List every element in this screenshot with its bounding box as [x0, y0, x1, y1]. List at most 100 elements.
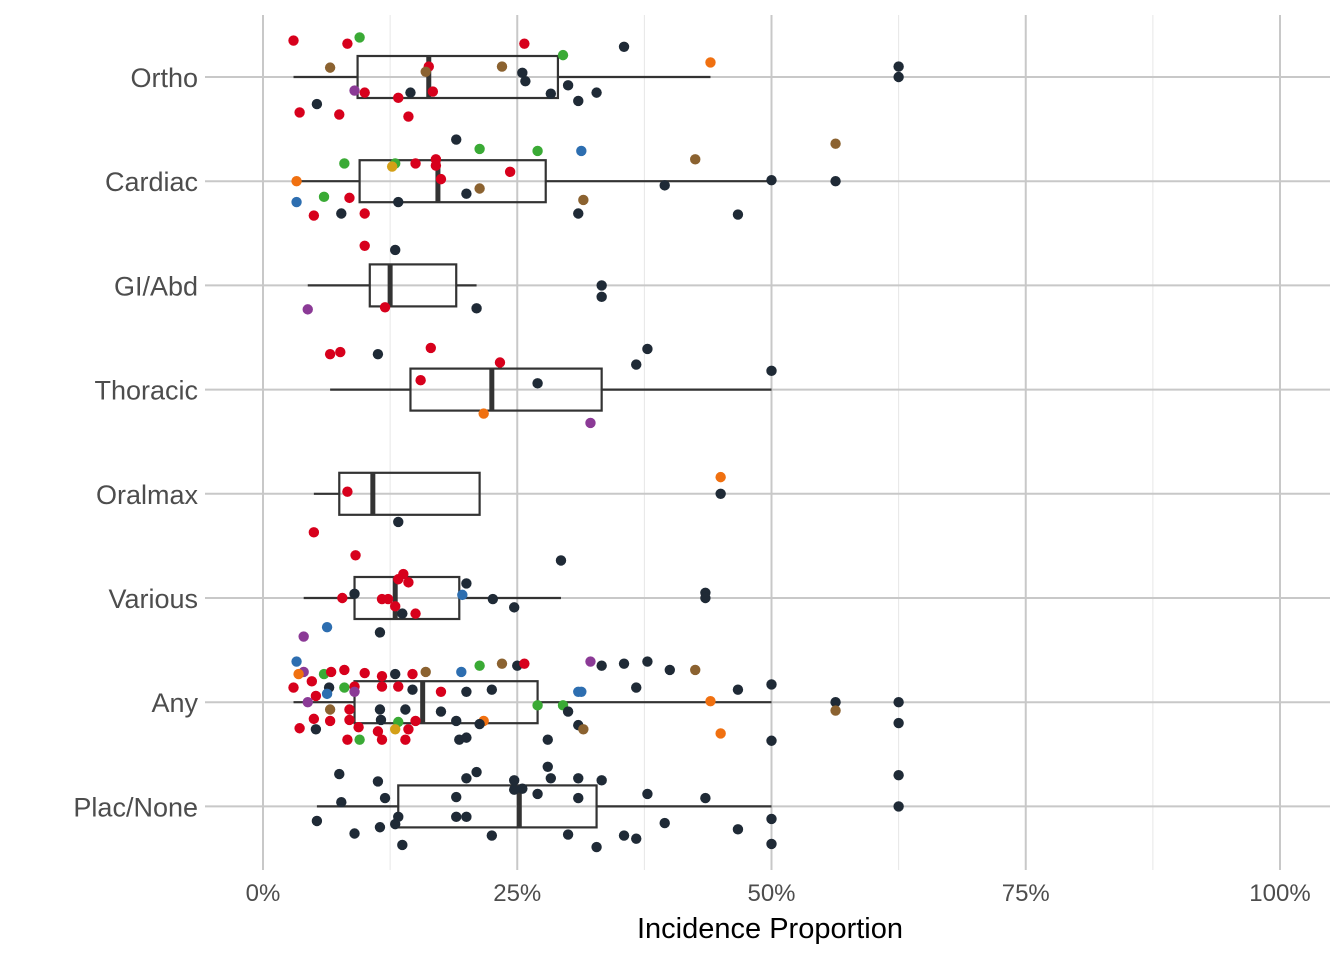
data-point: [288, 35, 299, 46]
data-point: [562, 80, 574, 91]
data-point: [504, 166, 516, 178]
data-point: [430, 160, 442, 171]
data-point: [425, 342, 437, 354]
x-tick-label: 0%: [246, 880, 281, 907]
data-point: [700, 792, 711, 804]
data-point: [321, 688, 333, 700]
data-point: [732, 209, 744, 220]
data-point: [379, 302, 391, 313]
data-point: [349, 828, 360, 839]
box-iqr: [338, 471, 481, 516]
data-point: [618, 41, 630, 52]
data-point: [705, 695, 716, 707]
data-point: [496, 61, 508, 72]
data-point: [520, 75, 531, 87]
data-point: [474, 183, 485, 194]
data-point: [321, 621, 333, 633]
data-point: [519, 38, 530, 49]
data-point: [893, 801, 904, 812]
data-point: [372, 776, 384, 787]
data-point: [766, 735, 777, 746]
data-point: [294, 723, 305, 734]
data-point: [415, 375, 426, 386]
data-point: [542, 734, 553, 745]
data-point: [353, 722, 364, 733]
data-point: [325, 666, 337, 678]
box-iqr: [397, 784, 598, 829]
data-point: [591, 841, 602, 853]
data-point: [435, 686, 447, 697]
data-point: [324, 62, 336, 73]
data-point: [298, 631, 309, 642]
data-point: [397, 839, 408, 851]
data-point: [349, 686, 360, 697]
data-point: [324, 715, 336, 727]
data-point: [393, 92, 404, 104]
data-point: [578, 194, 589, 206]
data-point: [487, 593, 499, 605]
data-point: [337, 592, 348, 604]
data-point: [585, 656, 596, 667]
data-point: [407, 668, 418, 680]
jitter-points: [288, 32, 904, 853]
x-axis-tick-labels: 0% 25% 50% 75% 100%: [246, 880, 1311, 907]
data-point: [542, 761, 553, 773]
data-point: [893, 71, 904, 83]
data-point: [532, 145, 543, 157]
y-tick-label: GI/Abd: [114, 271, 198, 301]
data-point: [379, 792, 391, 804]
data-point: [830, 138, 841, 149]
data-point: [474, 143, 485, 155]
data-point: [585, 417, 596, 429]
data-point: [457, 589, 468, 601]
data-point: [374, 704, 386, 715]
data-point: [293, 668, 304, 680]
data-point: [496, 658, 508, 669]
data-point: [393, 516, 404, 528]
y-tick-label: Oralmax: [96, 480, 199, 510]
data-point: [405, 87, 416, 98]
data-point: [407, 684, 418, 695]
data-point: [893, 697, 904, 708]
data-point: [461, 773, 472, 784]
data-point: [302, 697, 313, 708]
data-point: [393, 681, 404, 692]
data-point: [532, 700, 543, 711]
y-axis-tick-labels: Ortho Cardiac GI/Abd Thoracic Oralmax Various…: [73, 63, 198, 822]
data-point: [375, 714, 387, 726]
data-point: [342, 734, 353, 745]
data-point: [573, 95, 584, 107]
data-point: [336, 208, 347, 219]
data-point: [461, 686, 472, 697]
data-point: [766, 365, 777, 377]
data-point: [664, 664, 675, 676]
data-point: [324, 704, 336, 715]
data-point: [631, 359, 642, 370]
boxplot-oralmax: [313, 471, 481, 516]
data-point: [893, 769, 904, 781]
data-point: [573, 773, 584, 784]
data-point: [591, 87, 602, 98]
data-point: [766, 838, 777, 850]
y-tick-label: Any: [151, 688, 198, 718]
data-point: [291, 176, 302, 187]
data-point: [291, 196, 302, 208]
data-point: [642, 656, 653, 667]
data-point: [461, 811, 472, 823]
data-point: [766, 174, 777, 186]
box-iqr: [356, 54, 560, 100]
data-point: [339, 682, 350, 693]
data-point: [596, 775, 607, 786]
data-point: [393, 196, 404, 208]
x-tick-label: 25%: [493, 880, 541, 907]
data-point: [403, 577, 414, 588]
data-point: [596, 660, 607, 671]
box-iqr: [368, 263, 458, 308]
data-point: [690, 664, 701, 676]
data-point: [311, 815, 323, 827]
data-point: [471, 303, 482, 314]
data-point: [715, 728, 726, 739]
data-point: [659, 817, 670, 829]
boxplot-gi-abd: [307, 263, 477, 308]
